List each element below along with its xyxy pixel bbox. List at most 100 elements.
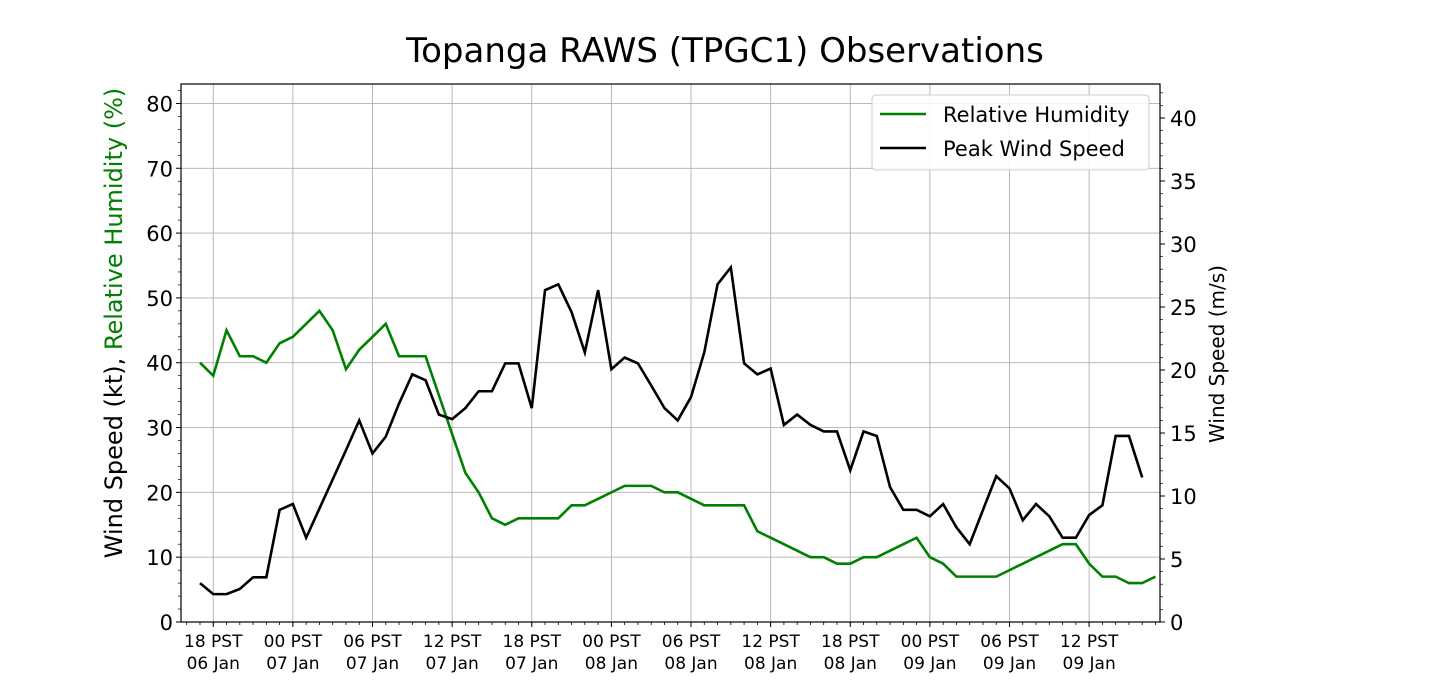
- wind-point: [743, 362, 745, 364]
- wind-point: [756, 373, 758, 375]
- rh-point: [730, 504, 732, 506]
- wind-point: [544, 289, 546, 291]
- rh-point: [756, 530, 758, 532]
- y-tick-label-right: 25: [1170, 296, 1197, 320]
- rh-point: [849, 562, 851, 564]
- rh-point: [1048, 550, 1050, 552]
- y-axis-label-rh: Relative Humidity (%): [100, 88, 128, 350]
- rh-point: [544, 517, 546, 519]
- x-tick-label-date: 08 Jan: [585, 654, 638, 674]
- wind-point: [769, 367, 771, 369]
- rh-point: [623, 485, 625, 487]
- rh-point: [1101, 575, 1103, 577]
- wind-point: [955, 526, 957, 528]
- x-tick-label-time: 12 PST: [423, 632, 482, 652]
- wind-point: [438, 413, 440, 415]
- rh-point: [703, 504, 705, 506]
- y-tick-label-left: 40: [146, 352, 173, 376]
- x-tick-label-date: 08 Jan: [664, 654, 717, 674]
- rh-point: [570, 504, 572, 506]
- wind-point: [371, 452, 373, 454]
- x-tick-label-time: 18 PST: [184, 632, 243, 652]
- wind-point: [809, 424, 811, 426]
- wind-point: [451, 418, 453, 420]
- rh-point: [199, 362, 201, 364]
- rh-point: [517, 517, 519, 519]
- rh-point: [239, 355, 241, 357]
- y-tick-label-right: 10: [1170, 485, 1197, 509]
- wind-point: [690, 396, 692, 398]
- wind-point: [968, 543, 970, 545]
- x-tick-label-time: 18 PST: [503, 632, 562, 652]
- rh-point: [212, 374, 214, 376]
- rh-point: [305, 323, 307, 325]
- rh-point: [584, 504, 586, 506]
- wind-point: [650, 384, 652, 386]
- wind-point: [783, 424, 785, 426]
- x-tick-label-date: 08 Jan: [744, 654, 797, 674]
- x-tick-label-time: 06 PST: [343, 632, 402, 652]
- rh-point: [265, 362, 267, 364]
- wind-point: [305, 537, 307, 539]
- wind-point: [318, 507, 320, 509]
- rh-point: [650, 485, 652, 487]
- plot-frame: [180, 83, 1161, 623]
- rh-point: [398, 355, 400, 357]
- wind-point: [716, 283, 718, 285]
- wind-point: [1075, 537, 1077, 539]
- y-tick-label-left: 50: [146, 287, 173, 311]
- rh-point: [995, 575, 997, 577]
- wind-point: [557, 283, 559, 285]
- legend-label-rh: Relative Humidity: [943, 103, 1130, 127]
- rh-point: [915, 537, 917, 539]
- rh-point: [663, 491, 665, 493]
- wind-point: [703, 351, 705, 353]
- y-tick-label-left: 70: [146, 157, 173, 181]
- wind-point: [1048, 515, 1050, 517]
- rh-point: [783, 543, 785, 545]
- x-tick-label-date: 06 Jan: [187, 654, 240, 674]
- wind-point: [517, 362, 519, 364]
- wind-point: [597, 289, 599, 291]
- y-tick-label-left: 30: [146, 417, 173, 441]
- x-tick-label-time: 00 PST: [901, 632, 960, 652]
- rh-point: [1035, 556, 1037, 558]
- rh-point: [371, 336, 373, 338]
- x-tick-label-date: 07 Jan: [426, 654, 479, 674]
- series-group: [199, 264, 1157, 596]
- wind-point: [504, 362, 506, 364]
- wind-point: [252, 576, 254, 578]
- y-tick-label-left: 10: [146, 546, 173, 570]
- rh-point: [809, 556, 811, 558]
- wind-point: [292, 503, 294, 505]
- rh-point: [876, 556, 878, 558]
- rh-line: [199, 308, 1157, 585]
- wind-point: [796, 413, 798, 415]
- wind-point: [584, 351, 586, 353]
- wind-point: [424, 379, 426, 381]
- rh-point: [610, 491, 612, 493]
- wind-point: [929, 515, 931, 517]
- y-tick-label-left: 20: [146, 481, 173, 505]
- y-tick-labels-right: 0 5 10 15 20 25 30 35 40: [1170, 107, 1197, 635]
- x-tick-label-date: 09 Jan: [1063, 654, 1116, 674]
- wind-point: [570, 311, 572, 313]
- wind-point: [942, 503, 944, 505]
- y-tick-label-left: 80: [146, 92, 173, 116]
- rh-point: [982, 575, 984, 577]
- rh-point: [836, 562, 838, 564]
- x-tick-label-date: 07 Jan: [266, 654, 319, 674]
- rh-point: [331, 329, 333, 331]
- rh-point: [1008, 569, 1010, 571]
- x-tick-label-time: 06 PST: [980, 632, 1039, 652]
- rh-point: [424, 355, 426, 357]
- rh-point: [1141, 582, 1143, 584]
- wind-point: [278, 509, 280, 511]
- wind-point: [531, 407, 533, 409]
- rh-point: [1061, 543, 1063, 545]
- x-tick-label-date: 09 Jan: [903, 654, 956, 674]
- wind-point: [915, 509, 917, 511]
- rh-point: [557, 517, 559, 519]
- wind-point: [477, 390, 479, 392]
- wind-point: [862, 430, 864, 432]
